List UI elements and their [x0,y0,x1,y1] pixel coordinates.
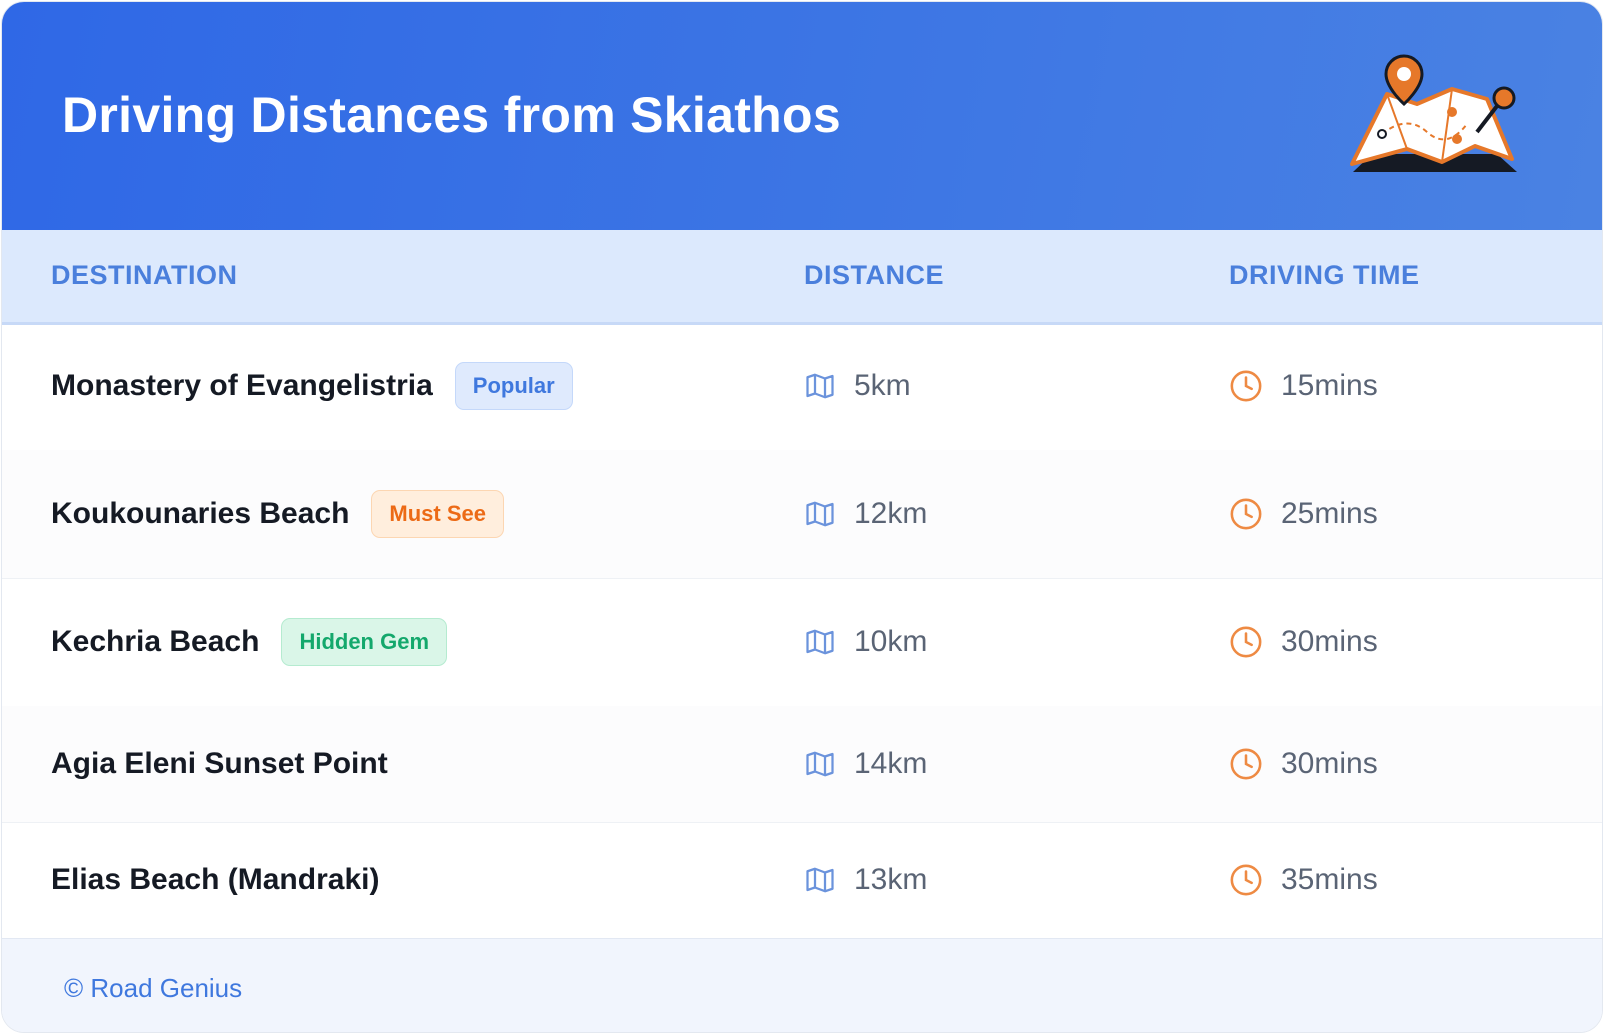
destination-cell: Elias Beach (Mandraki) [51,863,379,897]
column-label: DESTINATION [51,260,238,290]
time-cell: 25mins [1229,497,1378,531]
destination-cell: Koukounaries Beach Must See [51,490,505,538]
table-row: Monastery of Evangelistria Popular 5km 15mi… [2,322,1602,451]
distance-cell: 5km [804,369,911,403]
map-icon [806,629,834,655]
map-illustration [1350,54,1517,172]
driving-time: 25mins [1281,497,1378,530]
distance-cell: 12km [804,497,927,531]
driving-time: 30mins [1281,747,1378,780]
column-header: DESTINATION DISTANCE DRIVING TIME [2,230,1602,325]
destination: Agia Eleni Sunset Point [51,747,388,780]
clock-icon [1230,626,1262,658]
distance-cell: 14km [804,747,927,781]
column-label: DISTANCE [804,260,945,290]
time-cell: 35mins [1229,863,1378,897]
table-row: Agia Eleni Sunset Point 14km 30mins [2,706,1602,823]
destination-cell: Agia Eleni Sunset Point [51,747,388,781]
header: Driving Distances from Skiathos [2,2,1602,230]
distance: 10km [854,625,928,658]
time-cell: 30mins [1229,747,1378,781]
title: Driving Distances from Skiathos [62,87,841,143]
table-row: Elias Beach (Mandraki) 13km 35mins [2,822,1602,939]
distance-cell: 10km [804,625,927,659]
destination: Elias Beach (Mandraki) [51,863,380,896]
clock-icon [1230,748,1262,780]
clock-icon [1230,370,1262,402]
time-cell: 30mins [1229,625,1378,659]
map-icon [806,501,834,527]
footer: © Road Genius [2,938,1602,1032]
destination-cell: Monastery of Evangelistria Popular [51,362,573,410]
map-icon [806,867,834,893]
badge: Hidden Gem [281,618,448,666]
badge: Must See [371,490,505,538]
table-row: Kechria Beach Hidden Gem 10km 30mins [2,578,1602,707]
table-row: Koukounaries Beach Must See 12km 25mins [2,450,1602,579]
destination: Kechria Beach [51,625,260,658]
destination-cell: Kechria Beach Hidden Gem [51,618,448,666]
distance-cell: 13km [804,863,927,897]
distance: 5km [854,369,911,402]
destination: Monastery of Evangelistria [51,369,433,402]
distance: 13km [854,863,928,896]
map-icon [806,373,834,399]
distance: 12km [854,497,928,530]
clock-icon [1230,498,1262,530]
driving-time: 15mins [1281,369,1378,402]
distance: 14km [854,747,928,780]
column-label: DRIVING TIME [1229,260,1420,290]
destination: Koukounaries Beach [51,497,350,530]
time-cell: 15mins [1229,369,1378,403]
driving-time: 30mins [1281,625,1378,658]
footer-text: © Road Genius [64,973,243,1003]
driving-time: 35mins [1281,863,1378,896]
map-icon [806,751,834,777]
badge: Popular [454,362,573,410]
clock-icon [1230,864,1262,896]
